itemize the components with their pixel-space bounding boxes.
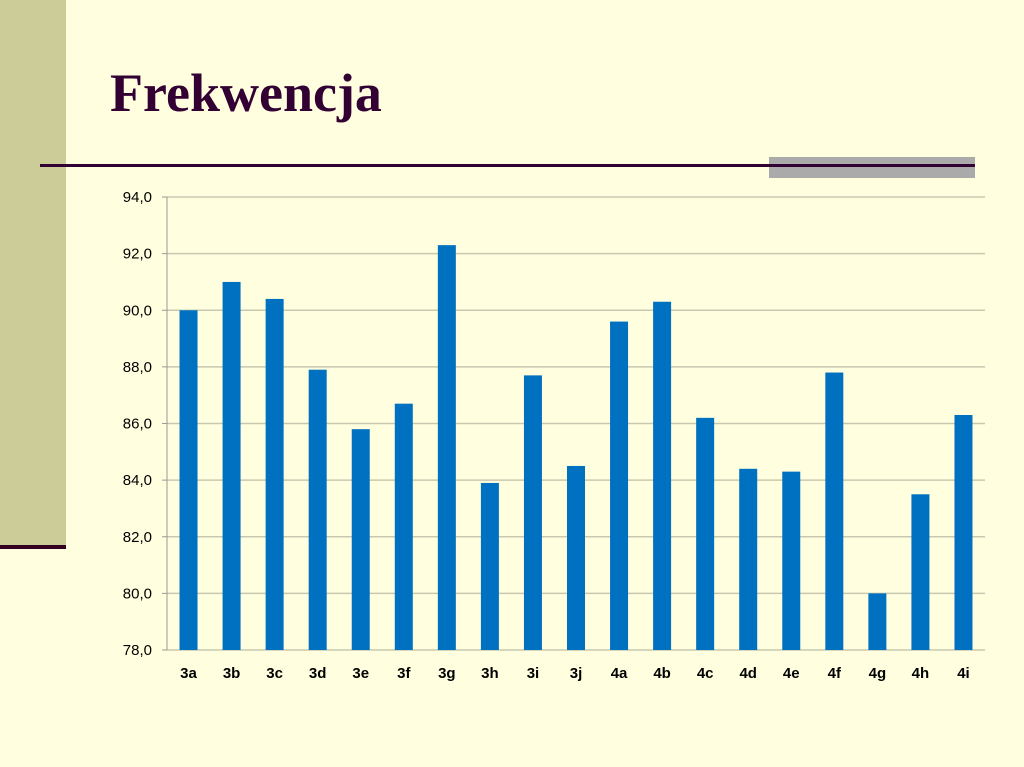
x-tick-label: 4g <box>869 665 887 682</box>
x-tick-label: 3f <box>397 665 411 682</box>
x-tick-label: 3j <box>570 665 583 682</box>
x-tick-label: 4h <box>912 665 930 682</box>
bar-3g <box>437 245 456 650</box>
slide-title: Frekwencja <box>110 63 382 123</box>
y-tick-label: 80,0 <box>123 585 152 602</box>
y-tick-label: 94,0 <box>123 189 152 206</box>
bar-3c <box>265 298 284 650</box>
y-tick-label: 82,0 <box>123 529 152 546</box>
x-tick-label: 4a <box>611 665 628 682</box>
y-tick-label: 92,0 <box>123 246 152 263</box>
x-tick-label: 3d <box>309 665 327 682</box>
bar-4g <box>868 593 887 650</box>
bar-4f <box>825 372 844 650</box>
x-tick-label: 3h <box>481 665 499 682</box>
bar-3f <box>394 403 413 650</box>
bar-3h <box>480 482 499 650</box>
bar-4h <box>911 494 930 650</box>
x-tick-label: 4i <box>957 665 970 682</box>
x-tick-label: 3g <box>438 665 456 682</box>
x-tick-label: 4d <box>739 665 757 682</box>
y-tick-label: 88,0 <box>123 359 152 376</box>
x-tick-label: 3c <box>266 665 283 682</box>
title-divider <box>40 164 975 167</box>
x-tick-label: 3e <box>352 665 369 682</box>
bar-3j <box>567 465 585 650</box>
bar-4i <box>954 415 973 650</box>
bar-4a <box>610 321 629 650</box>
x-tick-label: 3a <box>180 665 197 682</box>
bar-3b <box>222 281 241 650</box>
y-tick-label: 86,0 <box>123 416 152 433</box>
bar-4e <box>782 471 801 650</box>
x-tick-label: 4b <box>653 665 671 682</box>
gray-accent-block <box>769 157 975 178</box>
bar-3i <box>523 375 542 650</box>
x-tick-label: 3i <box>527 665 540 682</box>
bar-3a <box>179 310 198 650</box>
bar-4b <box>653 301 672 650</box>
y-tick-label: 90,0 <box>123 302 152 319</box>
y-tick-label: 78,0 <box>123 642 152 659</box>
y-tick-label: 84,0 <box>123 472 152 489</box>
x-tick-label: 4f <box>828 665 842 682</box>
sidebar-underline <box>0 545 66 549</box>
bar-3d <box>308 369 327 650</box>
bar-3e <box>351 429 370 650</box>
sidebar-decoration <box>0 0 66 546</box>
x-tick-label: 4e <box>783 665 800 682</box>
x-tick-label: 3b <box>223 665 241 682</box>
bar-4c <box>696 417 715 650</box>
x-tick-label: 4c <box>697 665 714 682</box>
bar-4d <box>739 468 758 650</box>
